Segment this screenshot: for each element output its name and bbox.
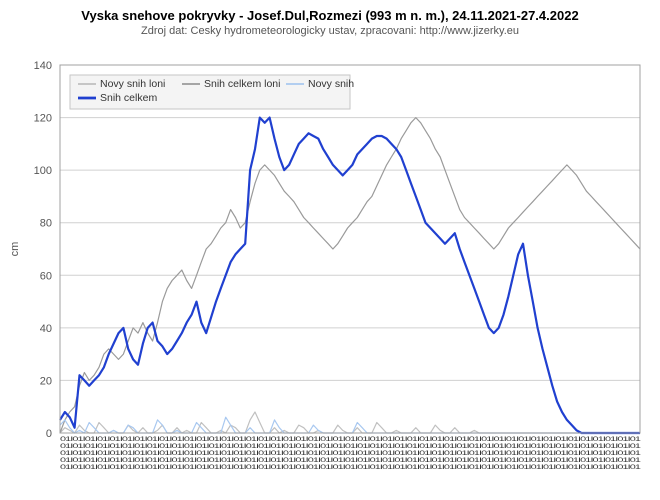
- plot-area: [60, 65, 640, 433]
- y-tick-label: 80: [40, 218, 52, 230]
- y-axis-label: cm: [9, 242, 21, 257]
- x-tick-band: 01I01I01I01I01I01I01I01I01I01I01I01I01I0…: [60, 437, 642, 443]
- chart-svg: 0 20 40 60 80 100 120 140 cm Novy snih loni Snih c…: [0, 37, 660, 493]
- x-tick-band: 01I01I01I01I01I01I01I01I01I01I01I01I01I0…: [60, 465, 642, 471]
- y-tick-label: 60: [40, 270, 52, 282]
- y-tick-label: 0: [46, 428, 52, 440]
- x-tick-band: 01I01I01I01I01I01I01I01I01I01I01I01I01I0…: [60, 444, 642, 450]
- y-tick-label: 20: [40, 375, 52, 387]
- x-tick-band: 01I01I01I01I01I01I01I01I01I01I01I01I01I0…: [60, 458, 642, 464]
- chart-title: Vyska snehove pokryvky - Josef.Dul,Rozme…: [0, 0, 660, 23]
- y-tick-label: 120: [34, 113, 52, 125]
- legend-label: Novy snih loni: [100, 78, 165, 90]
- x-tick-band: 01I01I01I01I01I01I01I01I01I01I01I01I01I0…: [60, 451, 642, 457]
- y-tick-label: 100: [34, 165, 52, 177]
- legend-label: Novy snih: [308, 78, 354, 90]
- legend-label: Snih celkem loni: [204, 78, 280, 90]
- chart-container: Vyska snehove pokryvky - Josef.Dul,Rozme…: [0, 0, 660, 500]
- y-tick-label: 140: [34, 60, 52, 72]
- y-tick-label: 40: [40, 323, 52, 335]
- chart-subtitle: Zdroj dat: Cesky hydrometeorologicky ust…: [0, 23, 660, 37]
- legend-label: Snih celkem: [100, 92, 157, 104]
